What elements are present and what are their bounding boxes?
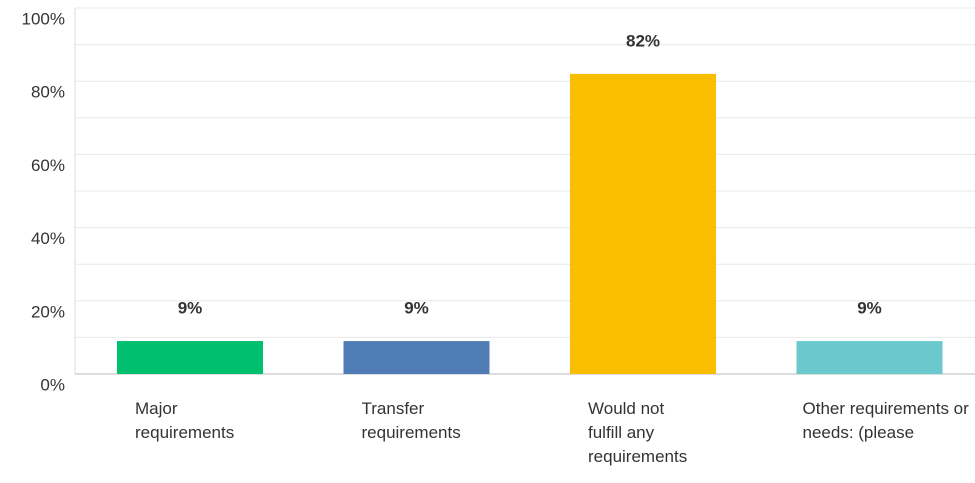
y-tick-label: 0% (40, 375, 65, 394)
x-tick-label: Would not fulfill any requirements (588, 399, 688, 466)
y-tick-label: 40% (31, 229, 65, 248)
y-tick-label: 20% (31, 302, 65, 321)
x-tick-label: Transfer requirements (361, 399, 461, 442)
bar (117, 341, 263, 374)
value-label: 9% (857, 299, 882, 318)
y-tick-label: 100% (22, 9, 65, 28)
bar (343, 341, 490, 374)
value-label: 9% (404, 299, 429, 318)
value-label: 9% (178, 299, 203, 318)
x-tick-label: Major requirements (135, 399, 235, 442)
y-tick-label: 80% (31, 83, 65, 102)
bar (570, 73, 716, 374)
value-label: 82% (626, 31, 660, 50)
x-tick-label: Other requirements or needs: (please (802, 399, 969, 442)
bar (796, 341, 943, 374)
y-tick-label: 60% (31, 156, 65, 175)
